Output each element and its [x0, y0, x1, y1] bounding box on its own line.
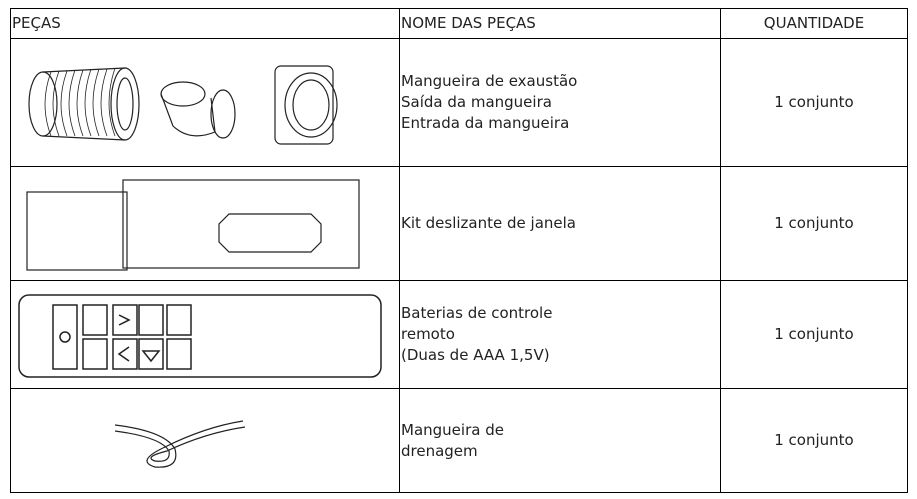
header-text: NOME DAS PEÇAS	[401, 14, 536, 32]
name-cell: Mangueira de drenagem	[400, 389, 721, 493]
part-name-line: remoto	[401, 325, 455, 343]
name-lines: Mangueira de exaustão Saída da mangueira E…	[401, 71, 577, 134]
quantity-cell: 1 conjunto	[721, 167, 908, 281]
part-name-line: Baterias de controle	[401, 304, 553, 322]
image-cell	[11, 281, 400, 389]
quantity-cell: 1 conjunto	[721, 389, 908, 493]
quantity: 1 conjunto	[774, 431, 854, 449]
quantity: 1 conjunto	[774, 93, 854, 111]
name-lines: Kit deslizante de janela	[401, 213, 576, 234]
part-name-line: Mangueira de	[401, 420, 504, 439]
part-name-line: Saída da mangueira	[401, 93, 552, 111]
window-kit-illustration	[26, 178, 360, 271]
header-text: QUANTIDADE	[763, 14, 865, 32]
quantity: 1 conjunto	[774, 214, 854, 232]
part-name-line: Mangueira de exaustão	[401, 72, 578, 90]
name-cell: Baterias de controle remoto (Duas de AAA 1…	[400, 281, 721, 389]
header-text: PEÇAS	[12, 14, 61, 32]
header-cell: PEÇAS	[11, 9, 400, 39]
quantity: 1 conjunto	[774, 325, 854, 343]
image-cell	[11, 39, 400, 167]
header-cell: NOME DAS PEÇAS	[400, 9, 721, 39]
part-name-line: Entrada da mangueira	[401, 114, 570, 132]
name-cell: Mangueira de exaustão Saída da mangueira E…	[400, 39, 721, 167]
remote-illustration	[18, 293, 382, 378]
quantity-cell: 1 conjunto	[721, 281, 908, 389]
name-cell: Kit deslizante de janela	[400, 167, 721, 281]
name-lines: Mangueira de drenagem	[401, 420, 504, 462]
part-name-line: drenagem	[401, 441, 478, 460]
image-cell	[11, 389, 400, 493]
image-cell	[11, 167, 400, 281]
parts-table: PEÇAS NOME DAS PEÇAS QUANTIDADE Mangueir…	[10, 8, 908, 493]
part-name-line: (Duas de AAA 1,5V)	[401, 346, 550, 364]
quantity-cell: 1 conjunto	[721, 39, 908, 167]
part-name-line: Kit deslizante de janela	[401, 214, 576, 232]
hose-illustration	[28, 64, 338, 145]
header-cell: QUANTIDADE	[721, 9, 908, 39]
name-lines: Baterias de controle remoto (Duas de AAA 1…	[401, 303, 552, 366]
drain-hose-illustration	[114, 419, 246, 468]
